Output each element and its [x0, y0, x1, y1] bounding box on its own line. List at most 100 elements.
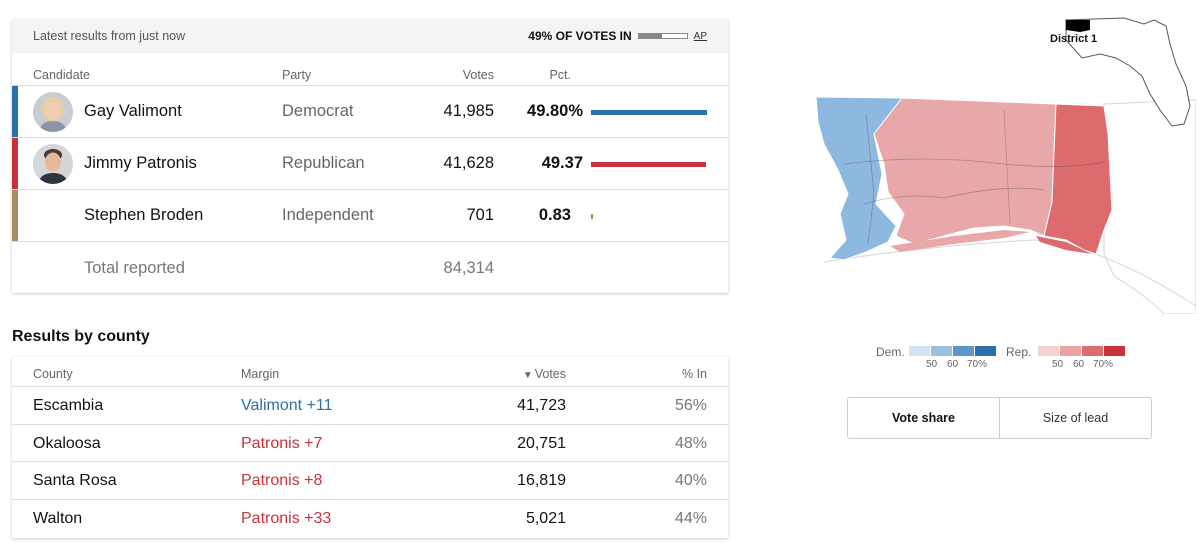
road-line — [1003, 109, 1011, 225]
legend-tick: 70% — [1093, 359, 1114, 370]
party-color-stripe — [12, 86, 18, 137]
rep-legend-swatches — [1038, 346, 1126, 356]
district-inset-fill — [1066, 20, 1090, 32]
candidate-party: Independent — [282, 206, 374, 224]
table-row: Walton Patronis +33 5,021 44% — [12, 500, 728, 538]
county-escambia — [815, 96, 904, 261]
candidate-name: Gay Valimont — [84, 102, 182, 120]
reporting-progress-bar — [637, 33, 688, 39]
county-walton — [1043, 103, 1113, 255]
candidate-votes: 41,985 — [443, 102, 494, 120]
dem-legend-swatch — [909, 346, 930, 356]
ap-source-link[interactable]: AP — [693, 30, 707, 42]
table-row: Okaloosa Patronis +7 20,751 48% — [12, 425, 728, 462]
table-row: Santa Rosa Patronis +8 16,819 40% — [12, 462, 728, 500]
district-map[interactable] — [804, 14, 1197, 315]
header-pct: Pct. — [549, 68, 571, 82]
rep-legend-swatch — [1082, 346, 1103, 356]
county-section-title: Results by county — [12, 328, 150, 345]
county-table: County Margin ▼ Votes % In Escambia Valim… — [12, 357, 728, 538]
county-pct-in: 56% — [674, 397, 707, 414]
county-margin: Patronis +33 — [241, 509, 332, 527]
header-margin[interactable]: Margin — [241, 367, 280, 381]
neighbor-region — [1103, 99, 1197, 315]
rep-legend-swatch — [1038, 346, 1059, 356]
county-votes: 20,751 — [517, 434, 566, 452]
florida-inset — [1065, 17, 1191, 127]
county-table-header: County Margin ▼ Votes % In — [12, 357, 728, 387]
county-votes: 16,819 — [517, 472, 566, 489]
header-party: Party — [282, 68, 312, 82]
county-name: Okaloosa — [33, 434, 101, 452]
rep-legend-swatch — [1060, 346, 1081, 356]
dem-legend-swatch — [953, 346, 974, 356]
rep-legend-label: Rep. — [1006, 345, 1032, 359]
avatar — [33, 92, 73, 132]
candidate-row: Gay Valimont Democrat 41,985 49.80% — [12, 86, 728, 138]
county-votes: 5,021 — [525, 509, 566, 527]
candidate-pct-bar — [591, 110, 707, 115]
road-line — [843, 158, 1105, 167]
legend-tick: 50 — [926, 359, 938, 370]
legend-tick: 50 — [1052, 359, 1064, 370]
candidate-row: Jimmy Patronis Republican 41,628 49.37 — [12, 138, 728, 190]
dem-legend-swatches — [909, 346, 997, 356]
rep-legend-swatch — [1104, 346, 1125, 356]
map-mode-toggle: Vote share Size of lead — [847, 397, 1152, 439]
candidate-name: Jimmy Patronis — [84, 154, 197, 172]
district-label: District 1 — [1050, 33, 1098, 45]
legend-tick: 60 — [1073, 359, 1085, 370]
county-margin: Patronis +7 — [241, 434, 323, 452]
reporting-progress-fill — [638, 34, 663, 38]
dem-legend-swatch — [931, 346, 952, 356]
total-reported-label: Total reported — [84, 259, 185, 277]
county-name: Santa Rosa — [33, 472, 117, 489]
latest-results-label: Latest results from just now — [33, 29, 186, 43]
candidate-party: Republican — [282, 154, 365, 172]
candidate-row: Stephen Broden Independent 701 0.83 — [12, 190, 728, 242]
county-pct-in: 44% — [674, 509, 707, 527]
votes-reporting: 49% OF VOTES IN AP — [528, 29, 707, 43]
candidate-pct-bar-fill — [591, 162, 706, 167]
county-pct-in: 48% — [674, 434, 707, 452]
total-reported-votes: 84,314 — [443, 259, 494, 277]
barrier-island-walton — [1036, 236, 1092, 254]
candidate-pct-bar-fill — [591, 214, 593, 219]
header-votes-label: Votes — [534, 367, 566, 381]
header-candidate: Candidate — [33, 68, 90, 82]
county-name: Walton — [33, 509, 83, 527]
county-margin: Valimont +11 — [241, 397, 333, 414]
party-color-stripe — [12, 138, 18, 189]
votes-in-label: 49% OF VOTES IN — [528, 29, 632, 43]
legend-tick: 60 — [947, 359, 959, 370]
county-santa-rosa-okaloosa — [873, 97, 1057, 245]
size-of-lead-button[interactable]: Size of lead — [1042, 411, 1109, 425]
candidate-votes: 41,628 — [443, 154, 494, 172]
candidate-name: Stephen Broden — [84, 206, 204, 224]
candidate-votes: 701 — [466, 206, 494, 224]
road-line — [863, 187, 1045, 205]
results-table-header: Candidate Party Votes Pct. — [12, 53, 728, 86]
candidate-party: Democrat — [282, 102, 354, 120]
vote-share-button[interactable]: Vote share — [848, 398, 1000, 438]
table-row: Escambia Valimont +11 41,723 56% — [12, 387, 728, 425]
candidate-pct-bar — [591, 162, 707, 167]
candidate-pct: 0.83 — [538, 206, 571, 224]
candidate-pct: 49.80% — [527, 102, 583, 120]
coast-line — [823, 239, 1197, 307]
candidate-pct-bar — [591, 214, 707, 219]
header-pct-in[interactable]: % In — [681, 367, 707, 381]
avatar — [33, 144, 73, 184]
header-county[interactable]: County — [33, 367, 73, 381]
dem-legend-swatch — [975, 346, 996, 356]
header-votes: Votes — [462, 68, 494, 82]
barrier-island — [890, 230, 1030, 252]
header-votes-sort[interactable]: ▼ Votes — [523, 367, 566, 381]
county-margin: Patronis +8 — [241, 472, 323, 489]
county-votes: 41,723 — [517, 397, 566, 414]
candidate-pct: 49.37 — [541, 154, 583, 172]
sort-down-icon: ▼ — [522, 370, 533, 381]
county-name: Escambia — [33, 397, 104, 414]
results-status-bar: Latest results from just now 49% OF VOTE… — [12, 19, 728, 53]
county-pct-in: 40% — [674, 472, 707, 489]
